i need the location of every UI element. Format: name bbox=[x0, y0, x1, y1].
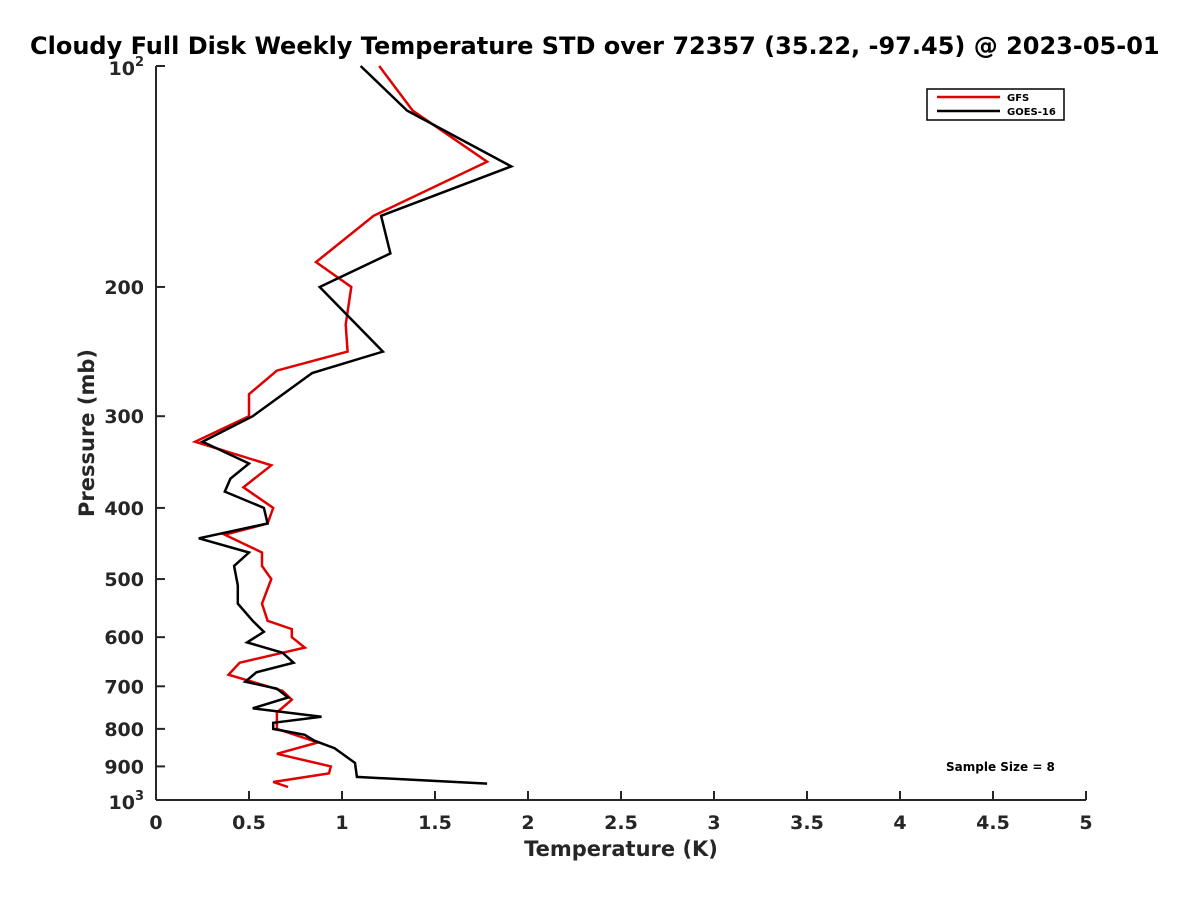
y-tick-label: 300 bbox=[104, 406, 144, 428]
x-tick-label: 3.5 bbox=[790, 812, 824, 834]
x-tick-label: 2 bbox=[521, 812, 534, 834]
x-tick-label: 1 bbox=[335, 812, 348, 834]
y-tick-label: 900 bbox=[104, 756, 144, 778]
series-line-gfs bbox=[191, 65, 490, 789]
y-tick-label: 200 bbox=[104, 277, 144, 299]
sample-size-annotation: Sample Size = 8 bbox=[946, 760, 1055, 774]
series-group bbox=[191, 65, 515, 789]
x-tick-label: 3 bbox=[707, 812, 720, 834]
y-tick-label: 102 bbox=[109, 55, 145, 80]
y-tick-label: 400 bbox=[104, 498, 144, 520]
y-ticks: 102 200 300 400 500 600 700 800 900 103 bbox=[104, 55, 165, 814]
chart-title: Cloudy Full Disk Weekly Temperature STD … bbox=[30, 32, 1160, 60]
x-ticks: 0 0.5 1 1.5 2 2.5 3 3.5 4 4.5 5 bbox=[149, 791, 1093, 834]
x-axis-label: Temperature (K) bbox=[524, 837, 718, 861]
x-tick-label: 0 bbox=[149, 812, 162, 834]
legend: GFS GOES-16 bbox=[926, 88, 1065, 121]
x-tick-label: 0.5 bbox=[232, 812, 266, 834]
x-tick-label: 5 bbox=[1079, 812, 1092, 834]
y-tick-label: 103 bbox=[109, 789, 145, 814]
x-tick-label: 2.5 bbox=[604, 812, 638, 834]
y-tick-label: 800 bbox=[104, 719, 144, 741]
series-line-goes16 bbox=[198, 65, 515, 785]
legend-label-gfs: GFS bbox=[1007, 93, 1029, 104]
y-tick-label: 500 bbox=[104, 569, 144, 591]
plot-area: 0 0.5 1 1.5 2 2.5 3 3.5 4 4.5 5 102 200 300 400 500 600… bbox=[104, 55, 1092, 834]
y-tick-label: 600 bbox=[104, 627, 144, 649]
y-tick-label: 700 bbox=[104, 676, 144, 698]
y-axis-label: Pressure (mb) bbox=[75, 349, 99, 517]
legend-box bbox=[926, 88, 1065, 121]
x-tick-label: 4 bbox=[893, 812, 906, 834]
legend-label-goes16: GOES-16 bbox=[1007, 107, 1056, 118]
x-tick-label: 4.5 bbox=[976, 812, 1010, 834]
x-tick-label: 1.5 bbox=[418, 812, 452, 834]
